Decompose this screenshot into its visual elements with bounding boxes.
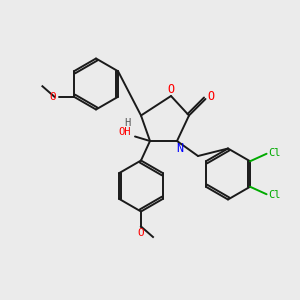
Text: O: O bbox=[207, 89, 214, 103]
Text: H: H bbox=[124, 118, 130, 128]
Text: N: N bbox=[176, 142, 184, 155]
Text: O: O bbox=[50, 92, 56, 102]
Text: Cl: Cl bbox=[268, 148, 281, 158]
Text: O: O bbox=[138, 228, 144, 238]
Text: Cl: Cl bbox=[268, 190, 281, 200]
Text: O: O bbox=[167, 83, 175, 96]
Text: OH: OH bbox=[119, 127, 131, 137]
